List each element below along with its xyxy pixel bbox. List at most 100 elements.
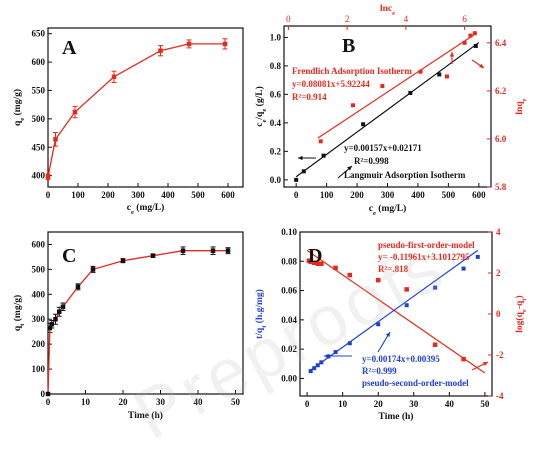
panel-b-langmuir-point: [294, 177, 299, 182]
panel-c-y-tick-label: 200: [32, 339, 46, 349]
panel-d-y2label: log(qe-qt): [514, 295, 528, 332]
panel-d-y-tick-label: 0.04: [281, 315, 297, 325]
panel-d-y-tick-label: 0.00: [281, 373, 297, 383]
panel-c-point: [45, 391, 51, 397]
panel-c-series-line: [47, 250, 228, 395]
panel-a-y-tick-label: 500: [32, 114, 46, 124]
panel-b-langmuir-point: [473, 43, 478, 48]
panel-a-y-tick-label: 450: [32, 142, 46, 152]
panel-d-pfo-point: [311, 260, 317, 265]
panel-c-y-tick-label: 600: [32, 239, 46, 249]
panel-c-ylabel: qt (mg/g): [12, 295, 26, 331]
panel-b-y-tick-label: 0.4: [270, 118, 282, 128]
panel-a-x-tick-label: 400: [161, 190, 175, 200]
panel-d-left-arrow-head: [324, 353, 329, 359]
panel-a-x-tick-label: 200: [101, 190, 115, 200]
panel-d-x-tick-label: 30: [409, 399, 419, 409]
panel-b-ylabel: ce/qe (g/L): [254, 86, 268, 127]
panel-d-y2-tick-label: 4: [496, 227, 501, 237]
panel-b-freundlich-point: [351, 103, 355, 108]
panel-c-y-tick-label: 400: [32, 289, 46, 299]
panel-d-y2-tick-label: 2: [496, 268, 501, 278]
panel-b-freundlich-point: [444, 74, 449, 79]
panel-b-xlabel: ce (mg/L): [369, 203, 407, 217]
panel-d-ylabel: t/qt (h.g/mg): [254, 289, 268, 339]
panel-d-x-tick-label: 20: [374, 399, 384, 409]
panel-b-x2-tick-label: 6: [462, 14, 467, 24]
panel-c-y-tick-label: 0: [41, 389, 46, 399]
panel-b-y-tick-label: 1.0: [270, 32, 282, 42]
panel-b-x-tick-label: 300: [381, 190, 395, 200]
panel-d-pfo-point: [432, 342, 438, 347]
panel-c-point: [210, 248, 216, 253]
panel-d-letter: D: [308, 245, 322, 267]
panel-a-point: [53, 137, 58, 142]
panel-c-letter: C: [62, 245, 76, 267]
panel-b-y-tick-label: 0.2: [270, 146, 282, 156]
panel-b-freundlich-point: [468, 33, 473, 38]
panel-b-freundlich-title: Frendlich Adsorption Isotherm: [292, 66, 412, 76]
panel-d-pfo-point: [319, 261, 324, 267]
panel-b-x-tick-label: 100: [320, 190, 334, 200]
panel-d-pointer-arrow-head: [385, 332, 390, 337]
panel-c-x-tick-label: 0: [46, 397, 51, 407]
panel-a-x-tick-label: 600: [221, 190, 235, 200]
panel-c-xlabel: Time (h): [128, 410, 163, 421]
panel-b-freundlich-point: [418, 69, 423, 74]
panel-c-point: [57, 309, 62, 315]
panel-b-x-tick-label: 400: [411, 190, 425, 200]
panel-a-xlabel: ce (mg/L): [127, 202, 165, 216]
panel-b-y-tick-label: 0.6: [270, 89, 282, 99]
panel-b-langmuir-point: [361, 122, 366, 127]
panel-d-right-arrow-head: [483, 362, 488, 366]
panel-a-point: [186, 41, 192, 47]
panel-d-x-tick-label: 40: [445, 399, 455, 409]
panel-b-langmuir-r2: R²=0.998: [354, 156, 389, 166]
panel-a-y-tick-label: 650: [32, 29, 46, 39]
panel-c-frame: [47, 231, 244, 395]
panel-b-x-tick-label: 200: [350, 190, 364, 200]
panel-b-freundlich-point: [462, 40, 467, 45]
panel-c-x-tick-label: 40: [194, 397, 204, 407]
panel-d-pso-point: [404, 303, 409, 308]
panel-b-freundlich-fit-line: [317, 32, 477, 139]
panel-c-point: [180, 248, 186, 253]
panel-d-pfo-point: [347, 272, 353, 278]
panel-d-pso-point: [312, 366, 317, 371]
panel-b-freundlich-point: [380, 84, 385, 89]
panel-d-pso-point: [475, 254, 480, 259]
panel-d-pso-eq: y=0.00174x+0.00395: [362, 354, 440, 364]
panel-c-y-tick-label: 500: [32, 264, 46, 274]
panel-a-y-tick-label: 400: [32, 171, 46, 181]
panel-b-langmuir-title: Langmuir Adsorption Isotherm: [344, 170, 466, 180]
panel-b-y2-tick-label: 6.4: [495, 38, 507, 48]
panel-a-x-tick-label: 500: [191, 190, 205, 200]
panel-b-up-arrow-head: [449, 52, 455, 57]
panel-d-y-tick-label: 0.06: [281, 286, 297, 296]
panel-c-x-tick-label: 10: [81, 397, 91, 407]
panel-b-freundlich-point: [318, 139, 323, 144]
panel-a-frame: [47, 27, 244, 188]
panel-b-freundlich-eq: y=0.08081x+5.92244: [292, 79, 370, 89]
panel-d-pso-point: [461, 266, 466, 271]
panel-b-freundlich-point: [472, 31, 477, 36]
panel-b-langmuir-point: [301, 169, 306, 174]
panel-b-right-arrow-head: [479, 63, 484, 68]
panel-d-y-tick-label: 0.08: [281, 256, 297, 266]
panel-b-langmuir-fit-line: [295, 42, 480, 178]
panel-b-langmuir-point: [408, 90, 413, 95]
panel-d-pso-point: [308, 369, 313, 374]
panel-d-y2-tick-label: -2: [496, 350, 504, 360]
panel-b-x2-tick-label: 4: [404, 14, 409, 24]
panel-d-pso-point: [315, 363, 320, 368]
panel-a-x-tick-label: 0: [46, 190, 51, 200]
panel-d-pfo-point: [375, 277, 381, 283]
panel-d-y2-tick-label: 0: [496, 309, 501, 319]
panel-c-point: [150, 253, 156, 258]
panel-a-letter: A: [62, 37, 77, 59]
panel-c-point: [60, 304, 66, 310]
panel-b-x-tick-label: 500: [442, 190, 456, 200]
panel-d-x-tick-label: 0: [305, 399, 310, 409]
panel-a-x-tick-label: 300: [131, 190, 145, 200]
panel-b-y2-tick-label: 6.2: [495, 86, 507, 96]
